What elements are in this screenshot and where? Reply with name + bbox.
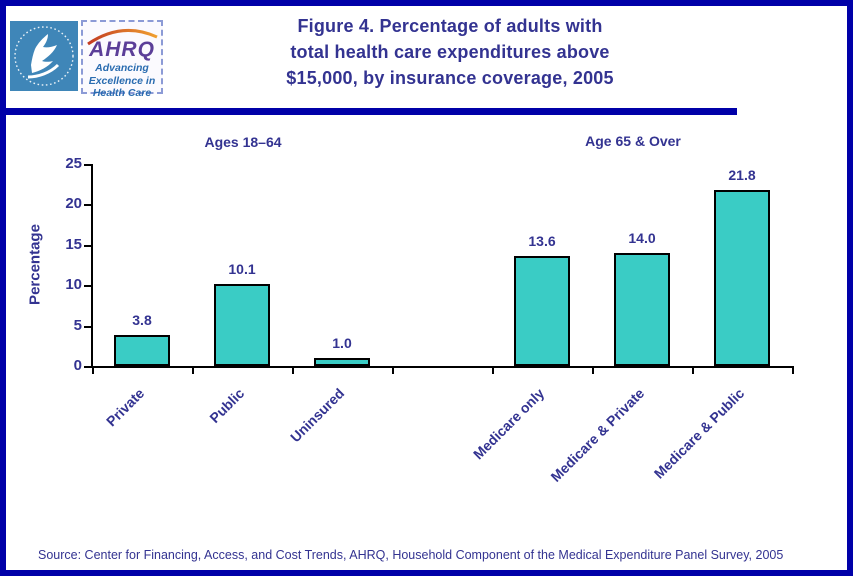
y-tick-label: 25 xyxy=(65,155,82,172)
x-axis-tick xyxy=(392,368,394,374)
bar-uninsured xyxy=(314,358,370,366)
bar-value-medicare-only: 13.6 xyxy=(528,233,556,249)
figure-title-line-3: $15,000, by insurance coverage, 2005 xyxy=(286,68,614,88)
y-axis-tick xyxy=(84,366,91,368)
header-divider xyxy=(6,108,737,115)
x-axis-tick xyxy=(92,368,94,374)
ahrq-tagline-line-1: Advancing xyxy=(95,62,149,74)
x-axis-tick xyxy=(692,368,694,374)
ahrq-acronym: AHRQ xyxy=(89,38,155,61)
figure-title: Figure 4. Percentage of adults with tota… xyxy=(200,13,700,91)
hhs-logo xyxy=(10,21,78,91)
ahrq-tagline: Advancing Excellence in Health Care xyxy=(83,62,161,100)
x-axis-tick xyxy=(292,368,294,374)
bar-value-public: 10.1 xyxy=(228,261,256,277)
ahrq-tagline-line-2: Excellence in xyxy=(88,74,156,87)
hhs-eagle-icon xyxy=(10,26,78,95)
y-axis-tick xyxy=(84,164,91,166)
ahrq-swoosh-icon xyxy=(84,26,160,51)
group-label-age-65-over: Age 65 & Over xyxy=(585,133,681,149)
bar-medicare-public xyxy=(714,190,770,366)
bar-public xyxy=(214,284,270,366)
x-axis-tick xyxy=(192,368,194,374)
bar-value-uninsured: 1.0 xyxy=(332,335,352,351)
bar-medicare-private xyxy=(614,253,670,366)
y-axis-tick xyxy=(84,245,91,247)
x-axis-tick xyxy=(592,368,594,374)
y-tick-label: 15 xyxy=(65,236,82,253)
y-tick-label: 0 xyxy=(73,357,82,374)
x-axis-tick xyxy=(492,368,494,374)
y-axis-tick xyxy=(84,204,91,206)
y-axis-tick xyxy=(84,285,91,287)
y-tick-label: 5 xyxy=(73,317,82,334)
bar-chart: Ages 18–64 Age 65 & Over Percentage 0 5 10… xyxy=(6,6,847,570)
x-axis-line xyxy=(91,366,794,368)
figure-title-line-2: total health care expenditures above xyxy=(290,42,610,62)
y-axis-tick xyxy=(84,326,91,328)
ahrq-tagline-line-3: Health Care xyxy=(92,87,152,99)
figure-title-line-1: Figure 4. Percentage of adults with xyxy=(297,16,603,36)
group-label-ages-18-64: Ages 18–64 xyxy=(204,134,282,150)
bar-medicare-only xyxy=(514,256,570,366)
bar-value-medicare-private: 14.0 xyxy=(628,230,656,246)
source-note: Source: Center for Financing, Access, an… xyxy=(38,548,784,562)
bar-value-medicare-public: 21.8 xyxy=(728,167,756,183)
x-axis-tick xyxy=(792,368,794,374)
y-axis-title: Percentage xyxy=(26,224,44,305)
y-axis-line xyxy=(91,164,93,368)
bar-private xyxy=(114,335,170,366)
y-tick-label: 10 xyxy=(65,276,82,293)
y-tick-label: 20 xyxy=(65,195,82,212)
bar-value-private: 3.8 xyxy=(132,312,152,328)
ahrq-logo: AHRQ Advancing Excellence in Health Care xyxy=(81,20,163,99)
